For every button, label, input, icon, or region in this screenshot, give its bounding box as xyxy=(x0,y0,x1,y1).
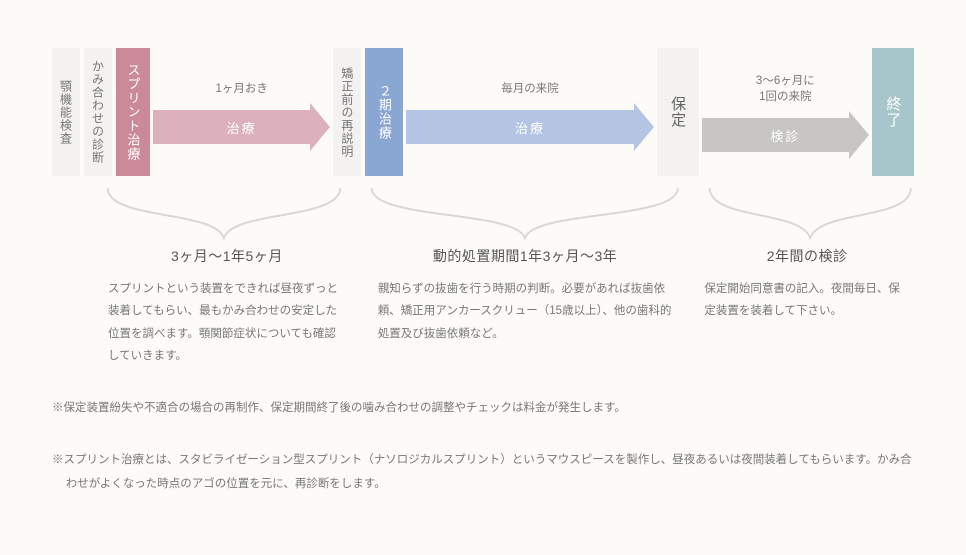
arrow2-caption: 毎月の来院 xyxy=(501,80,559,96)
arrow3-label: 検診 xyxy=(770,126,800,145)
disclaimer-2: ※スプリント治療とは、スタビライゼーション型スプリント（ナソロジカルスプリント）… xyxy=(52,448,914,496)
arrow2: 治療 xyxy=(406,110,653,144)
note3-body: 保定開始同意書の記入。夜間毎日、保定装置を装着して下さい。 xyxy=(700,278,914,323)
note-2: 動的処置期間1年3ヶ月〜3年 親知らずの抜歯を行う時期の判断。必要があれば抜歯依… xyxy=(374,246,677,368)
note2-body: 親知らずの抜歯を行う時期の判断。必要があれば抜歯依頼、矯正用アンカースクリュー（… xyxy=(374,278,677,345)
arrow2-label: 治療 xyxy=(515,118,545,137)
disclaimer-1: ※保定装置紛失や不適合の場合の再制作、保定期間終了後の噛み合わせの調整やチェック… xyxy=(52,396,914,420)
step-splint: スプリント治療 xyxy=(116,48,150,176)
arrow1: 治療 xyxy=(153,110,330,144)
brace-2 xyxy=(368,180,682,250)
arrow3: 検診 xyxy=(702,118,869,152)
step-end: 終了 xyxy=(872,48,914,176)
brace-1 xyxy=(104,180,344,250)
arrow1-caption: 1ヶ月おき xyxy=(215,80,267,96)
step-retention: 保定 xyxy=(657,48,699,176)
note-1: 3ヶ月〜1年5ヶ月 スプリントという装置をできれば昼夜ずっと装着してもらい、最も… xyxy=(104,246,350,368)
step-reexplain: 矯正前の再説明 xyxy=(333,48,361,176)
step-phase2: ２期治療 xyxy=(365,48,403,176)
brace-row xyxy=(52,180,914,250)
brace-3 xyxy=(706,180,914,250)
arrow3-caption: 3〜6ヶ月に 1回の来院 xyxy=(756,72,815,104)
flow-diagram: 顎機能検査 かみ合わせの診断 スプリント治療 1ヶ月おき 治療 矯正前の再説明 … xyxy=(52,48,914,176)
step-diagnosis: かみ合わせの診断 xyxy=(84,48,112,176)
note-3: 2年間の検診 保定開始同意書の記入。夜間毎日、保定装置を装着して下さい。 xyxy=(700,246,914,368)
notes-row: 3ヶ月〜1年5ヶ月 スプリントという装置をできれば昼夜ずっと装着してもらい、最も… xyxy=(52,246,914,368)
arrow1-label: 治療 xyxy=(227,118,257,137)
note1-body: スプリントという装置をできれば昼夜ずっと装着してもらい、最もかみ合わせの安定した… xyxy=(104,278,350,368)
step-exam: 顎機能検査 xyxy=(52,48,80,176)
